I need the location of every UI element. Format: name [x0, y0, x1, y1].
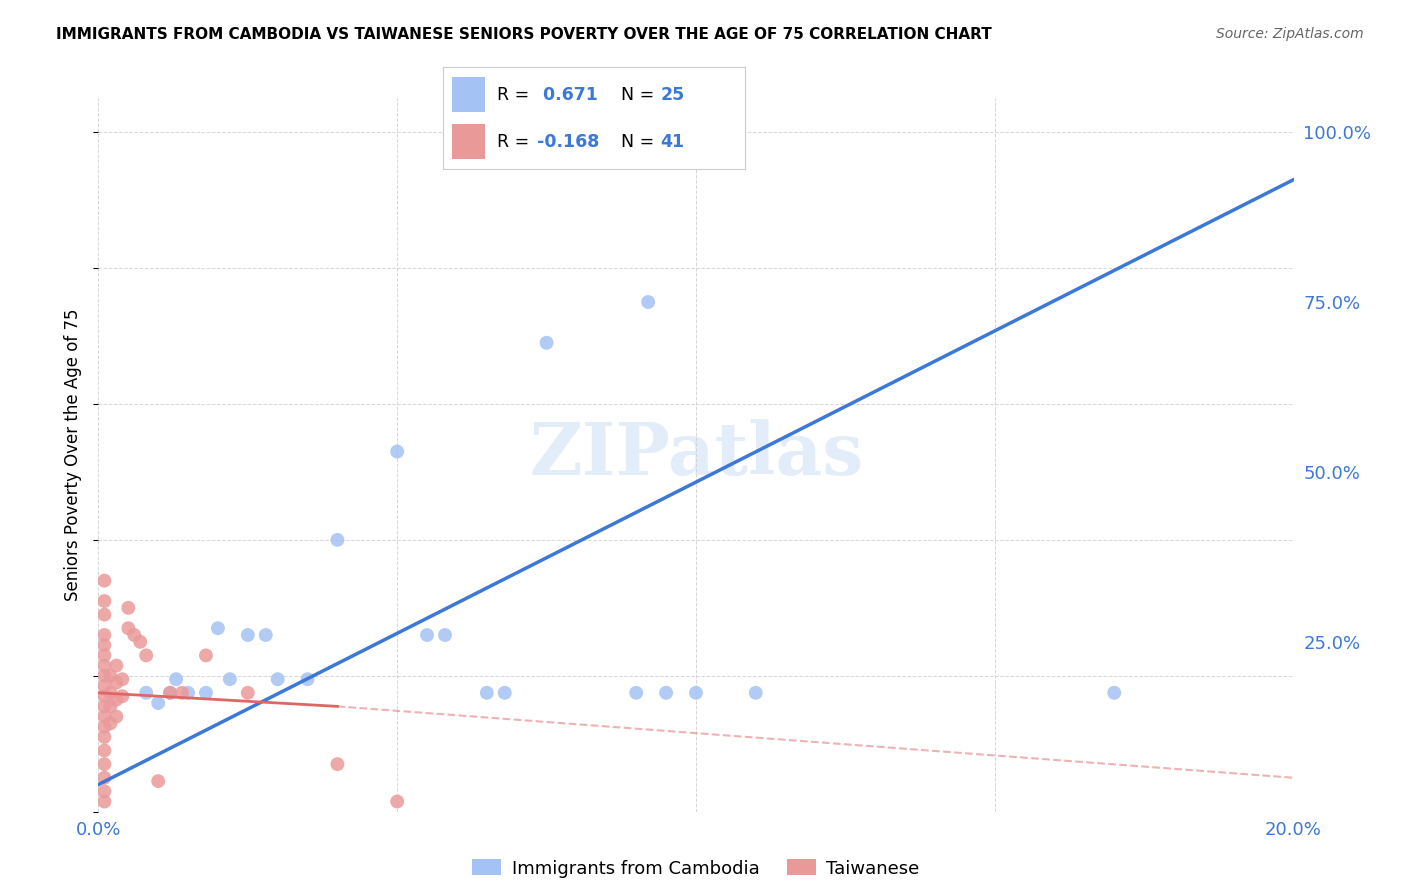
- Point: [100, 686, 122, 700]
- Point: [177, 686, 200, 700]
- Point: [219, 672, 242, 686]
- Point: [745, 686, 768, 700]
- Point: [93, 795, 115, 809]
- Text: R =: R =: [498, 86, 536, 103]
- Point: [100, 699, 122, 714]
- Text: R =: R =: [498, 133, 536, 151]
- Point: [93, 730, 115, 744]
- Point: [93, 679, 115, 693]
- Point: [626, 686, 648, 700]
- Text: IMMIGRANTS FROM CAMBODIA VS TAIWANESE SENIORS POVERTY OVER THE AGE OF 75 CORRELA: IMMIGRANTS FROM CAMBODIA VS TAIWANESE SE…: [56, 27, 993, 42]
- Text: 0.671: 0.671: [537, 86, 598, 103]
- Point: [117, 621, 139, 635]
- Point: [93, 658, 115, 673]
- Point: [159, 686, 181, 700]
- Y-axis label: Seniors Poverty Over the Age of 75: Seniors Poverty Over the Age of 75: [65, 309, 83, 601]
- Text: N =: N =: [621, 86, 659, 103]
- Point: [655, 686, 678, 700]
- Point: [135, 686, 157, 700]
- Point: [416, 628, 439, 642]
- Point: [254, 628, 277, 642]
- Point: [207, 621, 229, 635]
- Text: N =: N =: [621, 133, 659, 151]
- Point: [93, 709, 115, 723]
- Point: [105, 709, 128, 723]
- Text: Source: ZipAtlas.com: Source: ZipAtlas.com: [1216, 27, 1364, 41]
- Point: [93, 669, 115, 683]
- Point: [93, 628, 115, 642]
- Point: [93, 743, 115, 757]
- Point: [626, 125, 648, 139]
- Point: [105, 675, 128, 690]
- Point: [267, 672, 290, 686]
- Point: [326, 757, 349, 772]
- Point: [385, 444, 409, 458]
- Point: [195, 686, 218, 700]
- Point: [165, 672, 187, 686]
- Point: [172, 686, 194, 700]
- Text: 41: 41: [661, 133, 685, 151]
- Point: [236, 628, 259, 642]
- Bar: [451, 124, 485, 159]
- Point: [117, 600, 139, 615]
- Point: [148, 774, 170, 789]
- Point: [111, 672, 134, 686]
- Point: [105, 692, 128, 706]
- Point: [536, 335, 558, 350]
- Point: [434, 628, 457, 642]
- Point: [105, 658, 128, 673]
- Point: [685, 686, 707, 700]
- Point: [236, 686, 259, 700]
- Point: [1104, 686, 1126, 700]
- Point: [111, 689, 134, 703]
- Point: [93, 771, 115, 785]
- Point: [93, 689, 115, 703]
- Point: [93, 648, 115, 663]
- Legend: Immigrants from Cambodia, Taiwanese: Immigrants from Cambodia, Taiwanese: [465, 852, 927, 885]
- Point: [100, 669, 122, 683]
- Point: [326, 533, 349, 547]
- Text: ZIPatlas: ZIPatlas: [529, 419, 863, 491]
- Point: [494, 686, 516, 700]
- Bar: [451, 77, 485, 112]
- Point: [93, 638, 115, 652]
- Point: [385, 795, 409, 809]
- Point: [93, 757, 115, 772]
- Point: [93, 784, 115, 798]
- Point: [93, 720, 115, 734]
- Point: [124, 628, 146, 642]
- Point: [475, 686, 498, 700]
- Point: [129, 635, 152, 649]
- Point: [100, 716, 122, 731]
- Point: [159, 686, 181, 700]
- Point: [93, 699, 115, 714]
- Text: 25: 25: [661, 86, 685, 103]
- Point: [297, 672, 319, 686]
- Point: [195, 648, 218, 663]
- Point: [93, 607, 115, 622]
- Point: [637, 295, 659, 310]
- Point: [148, 696, 170, 710]
- Point: [93, 574, 115, 588]
- Point: [135, 648, 157, 663]
- Point: [93, 594, 115, 608]
- Text: -0.168: -0.168: [537, 133, 599, 151]
